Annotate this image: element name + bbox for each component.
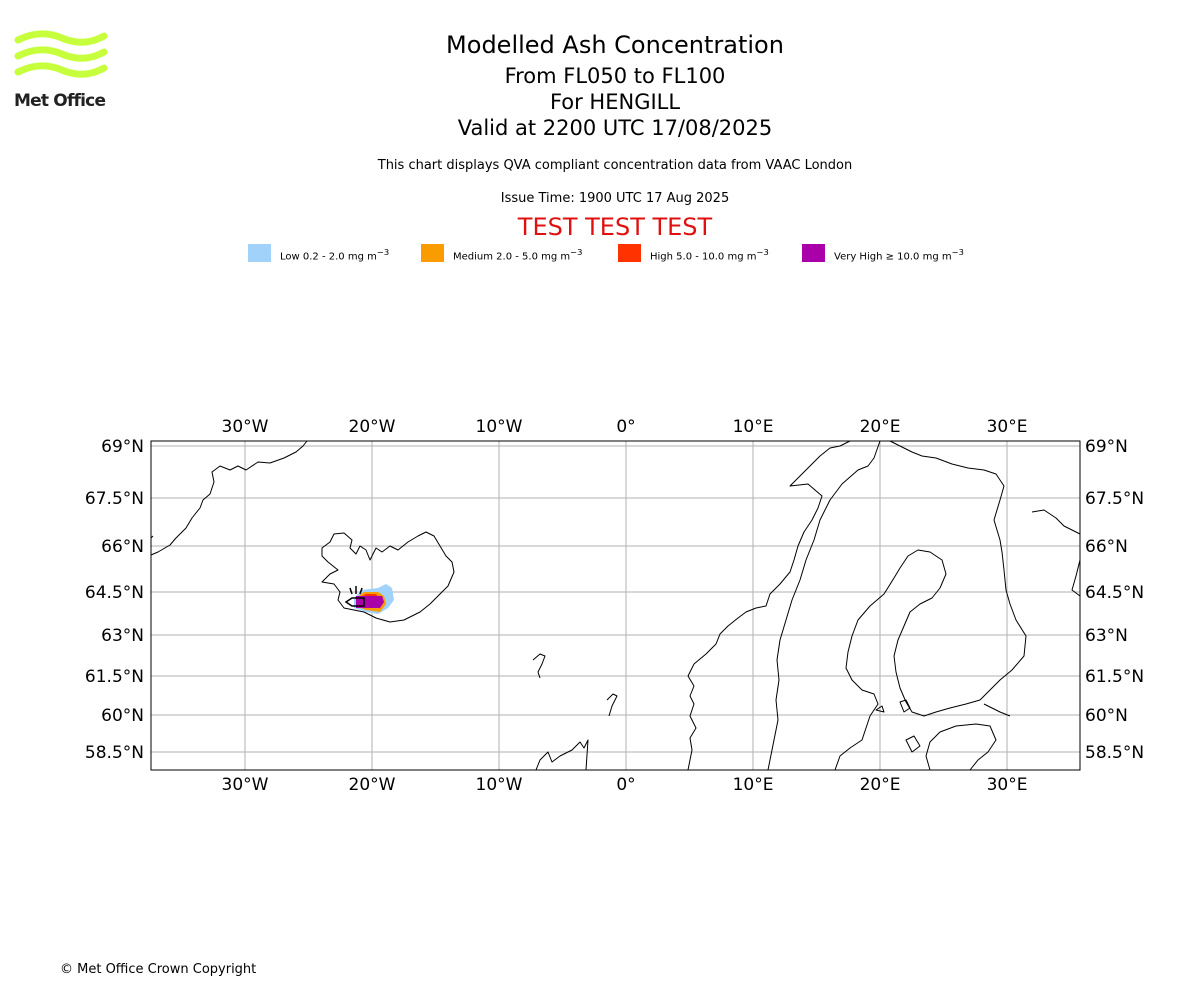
- lon-tick-label-top: 20°W: [349, 417, 396, 437]
- lon-tick-label-bottom: 0°: [616, 775, 635, 790]
- legend-swatch-high: [618, 244, 641, 262]
- chart-title: Modelled Ash Concentration: [446, 31, 784, 59]
- subtitle: This chart displays QVA compliant concen…: [377, 158, 853, 173]
- lon-tick-label-bottom: 20°W: [349, 775, 396, 790]
- met-office-logo: [14, 30, 108, 78]
- lon-labels-top: 30°W 20°W 10°W 0° 10°E 20°E 30°E: [222, 417, 1028, 437]
- lon-tick-label-bottom: 30°W: [222, 775, 269, 790]
- unit-exponent: −3: [570, 247, 583, 257]
- norway-coast: [687, 440, 890, 771]
- map-frame: [150, 440, 1081, 771]
- scotland-coast: [535, 739, 589, 771]
- lon-labels-bottom: 30°W 20°W 10°W 0° 10°E 20°E 30°E: [222, 775, 1028, 790]
- unit-exponent: −3: [376, 247, 390, 257]
- legend-swatch-very-high: [802, 244, 825, 262]
- legend-swatch-medium: [421, 244, 444, 262]
- flight-level-range: From FL050 to FL100: [504, 64, 726, 88]
- faroe-islands: [532, 653, 546, 679]
- baltic-coast: [925, 723, 997, 771]
- lat-tick-label-right: 67.5°N: [1085, 489, 1144, 509]
- lon-tick-label-bottom: 10°E: [733, 775, 774, 790]
- legend-label-low: Low 0.2 - 2.0 mg m: [280, 251, 377, 263]
- test-banner: TEST TEST TEST: [517, 213, 713, 241]
- volcano-name: For HENGILL: [549, 90, 681, 114]
- lat-tick-label-left: 60°N: [101, 706, 144, 726]
- lat-tick-label-right: 63°N: [1085, 626, 1128, 646]
- lat-tick-label-left: 64.5°N: [85, 583, 144, 603]
- volcano-marker: [344, 586, 365, 607]
- lat-tick-label-left: 61.5°N: [85, 667, 144, 687]
- legend-label-high: High 5.0 - 10.0 mg m: [650, 251, 757, 263]
- lon-tick-label-top: 30°W: [222, 417, 269, 437]
- lat-labels-left: 69°N 67.5°N 66°N 64.5°N 63°N 61.5°N 60°N 58.5°N: [85, 437, 144, 763]
- sweden-finland-coast: [834, 440, 1027, 771]
- lat-tick-label-right: 66°N: [1085, 537, 1128, 557]
- legend-label-medium: Medium 2.0 - 5.0 mg m: [453, 251, 571, 263]
- legend-label-very-high: Very High ≥ 10.0 mg m: [834, 251, 952, 263]
- ash-area-very-high: [356, 596, 384, 608]
- shetland-coast: [606, 693, 618, 717]
- lon-tick-label-bottom: 10°W: [476, 775, 523, 790]
- lon-tick-label-top: 0°: [616, 417, 635, 437]
- lon-tick-label-bottom: 30°E: [987, 775, 1028, 790]
- unit-exponent: −3: [756, 247, 769, 257]
- unit-exponent: −3: [951, 247, 964, 257]
- lat-tick-label-right: 64.5°N: [1085, 583, 1144, 603]
- lat-tick-label-left: 66°N: [101, 537, 144, 557]
- lat-tick-label-right: 60°N: [1085, 706, 1128, 726]
- issue-time: Issue Time: 1900 UTC 17 Aug 2025: [500, 191, 730, 206]
- ash-plume: [344, 584, 394, 614]
- lat-tick-label-left: 69°N: [101, 437, 144, 457]
- lon-tick-label-top: 30°E: [987, 417, 1028, 437]
- lat-tick-label-right: 69°N: [1085, 437, 1128, 457]
- lon-tick-label-top: 10°W: [476, 417, 523, 437]
- lon-tick-label-top: 10°E: [733, 417, 774, 437]
- lat-tick-label-right: 58.5°N: [1085, 743, 1144, 763]
- lat-tick-label-left: 58.5°N: [85, 743, 144, 763]
- lat-tick-label-left: 63°N: [101, 626, 144, 646]
- ash-map: 30°W 20°W 10°W 0° 10°E 20°E 30°E 30°W 20°W 10°W 0…: [85, 417, 1144, 790]
- copyright: © Met Office Crown Copyright: [60, 962, 257, 977]
- valid-time: Valid at 2200 UTC 17/08/2025: [457, 116, 773, 140]
- lat-labels-right: 69°N 67.5°N 66°N 64.5°N 63°N 61.5°N 60°N 58.5°N: [1085, 437, 1144, 763]
- coastlines: [150, 440, 1081, 771]
- lon-tick-label-bottom: 20°E: [860, 775, 901, 790]
- map-gridlines: [151, 441, 1080, 770]
- lat-tick-label-left: 67.5°N: [85, 489, 144, 509]
- logo-text: Met Office: [14, 91, 106, 111]
- legend-swatch-low: [248, 244, 271, 262]
- greenland-coast: [150, 440, 308, 556]
- iceland-coast: [321, 531, 455, 623]
- russia-coast: [1031, 509, 1081, 535]
- lon-tick-label-top: 20°E: [860, 417, 901, 437]
- lat-tick-label-right: 61.5°N: [1085, 667, 1144, 687]
